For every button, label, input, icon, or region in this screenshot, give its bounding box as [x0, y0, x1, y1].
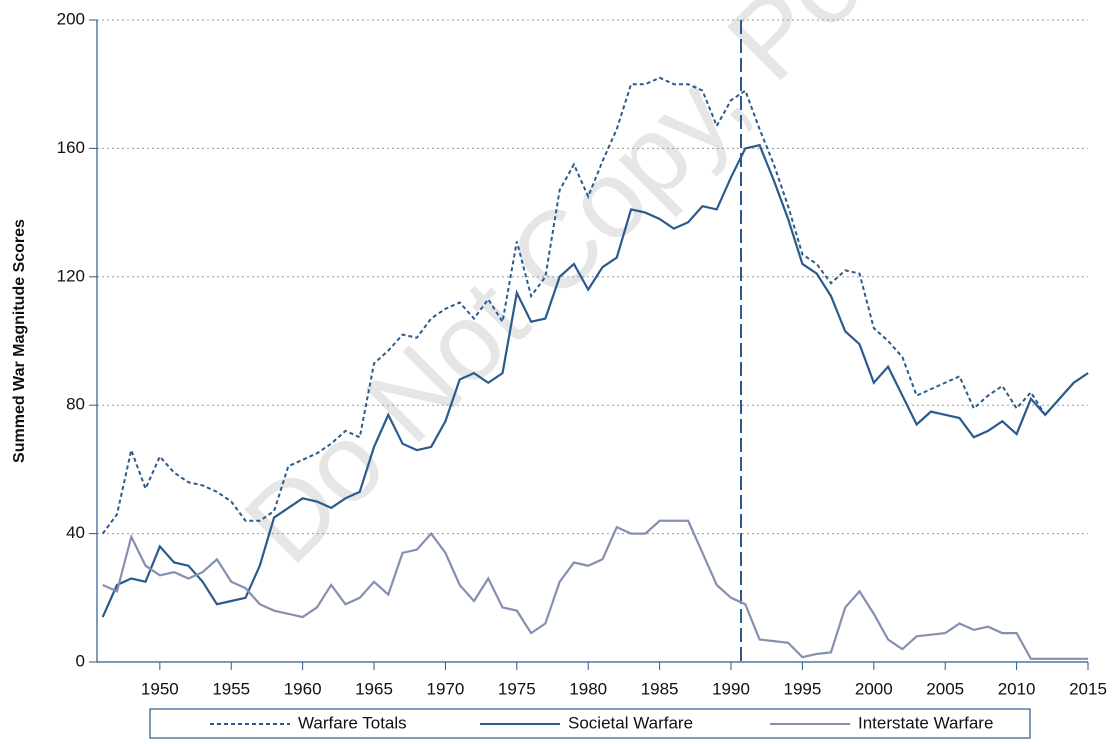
legend-label: Societal Warfare — [568, 713, 693, 732]
legend-label: Warfare Totals — [298, 713, 407, 732]
y-tick-label: 0 — [76, 651, 85, 670]
x-tick-label: 1955 — [212, 679, 250, 698]
x-tick-label: 1965 — [355, 679, 393, 698]
x-tick-label: 1995 — [783, 679, 821, 698]
y-tick-label: 40 — [66, 523, 85, 542]
series-line — [102, 519, 1088, 660]
y-tick-label: 120 — [57, 266, 85, 285]
series-line — [101, 76, 1089, 535]
x-tick-label: 1970 — [427, 679, 465, 698]
y-tick-label: 160 — [57, 138, 85, 157]
y-tick-label: 200 — [57, 9, 85, 28]
legend-box — [149, 708, 1031, 739]
x-tick-label: 2000 — [855, 679, 893, 698]
y-tick-label: 80 — [66, 395, 85, 414]
x-tick-label: 2010 — [998, 679, 1036, 698]
x-tick-label: 1980 — [569, 679, 607, 698]
x-tick-label: 2005 — [926, 679, 964, 698]
y-axis-label: Summed War Magnitude Scores — [11, 219, 28, 463]
x-tick-label: 1950 — [141, 679, 179, 698]
x-tick-label: 1985 — [641, 679, 679, 698]
x-tick-label: 1975 — [498, 679, 536, 698]
x-tick-label: 1960 — [284, 679, 322, 698]
x-tick-label: 1990 — [712, 679, 750, 698]
x-tick-label: 2015 — [1069, 679, 1107, 698]
legend-label: Interstate Warfare — [858, 713, 993, 732]
series-line — [101, 143, 1089, 618]
